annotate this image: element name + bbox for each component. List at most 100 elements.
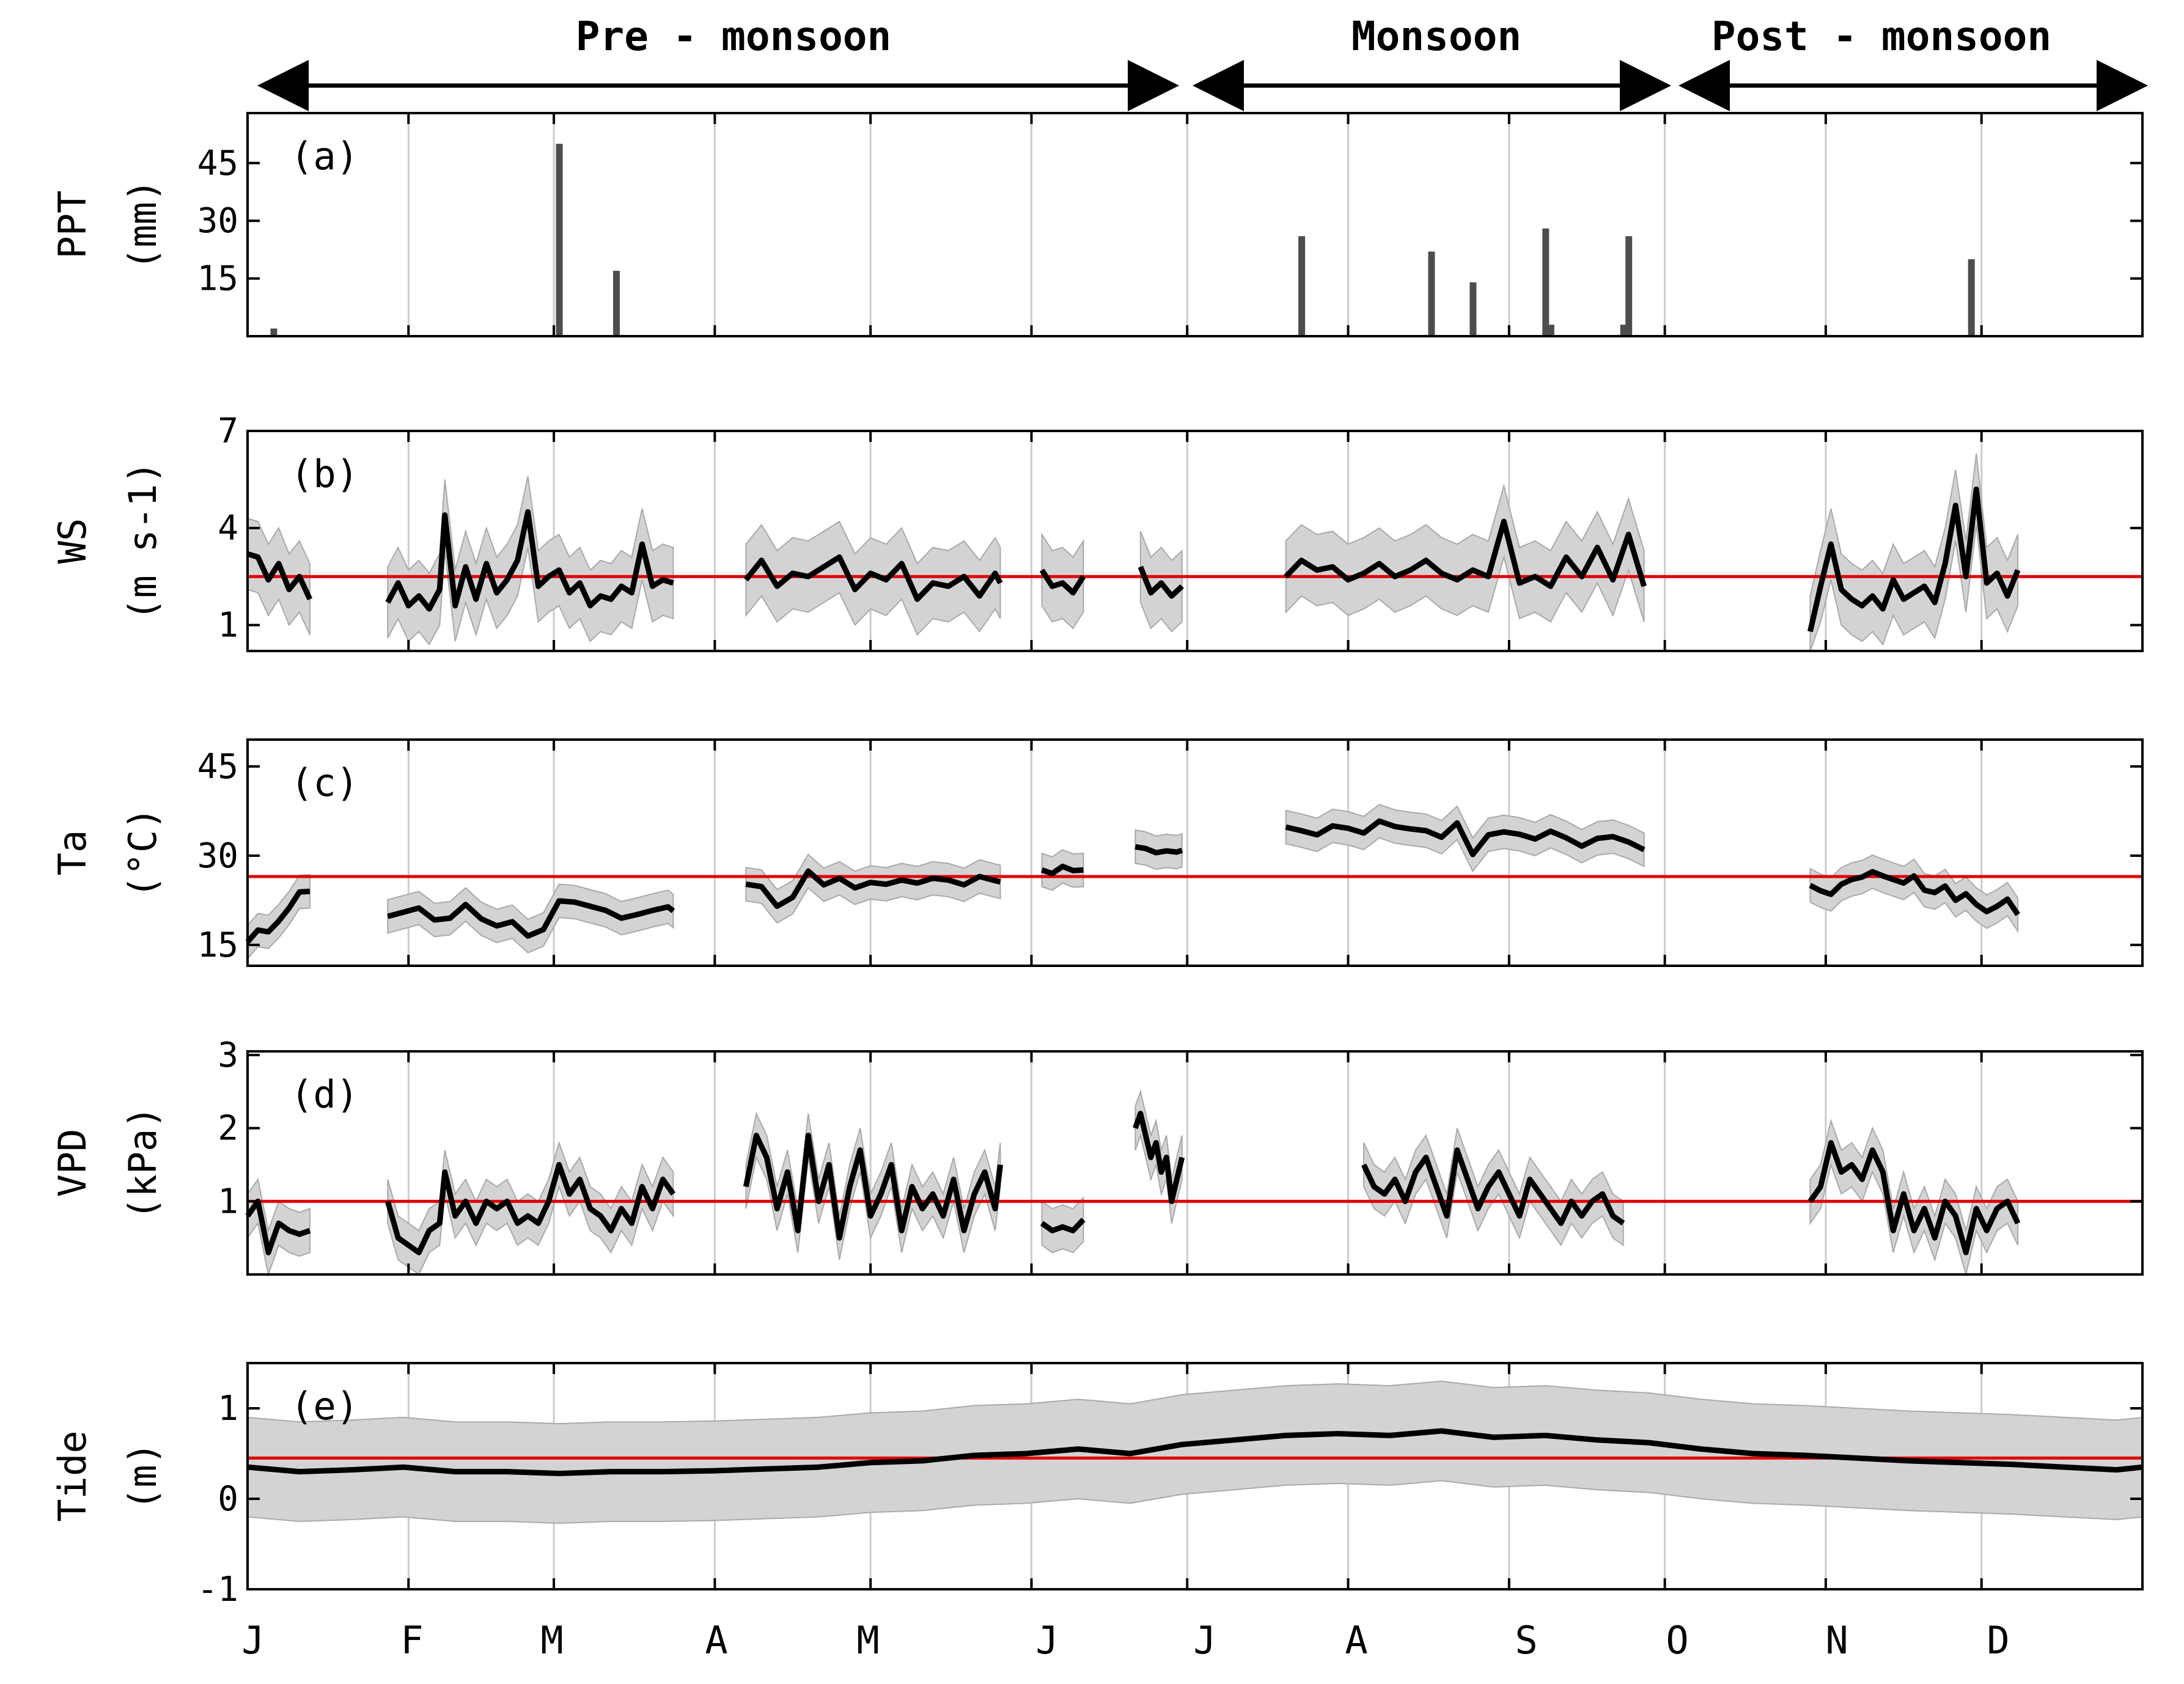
panel-tag: (c): [290, 760, 359, 805]
series-line: [387, 898, 675, 939]
panel-c: 15 30 45 (c) Ta (°C): [50, 738, 2144, 967]
series-line: [245, 888, 311, 944]
y-tick-label: 2: [218, 1109, 238, 1149]
y-tick-label: 4: [218, 509, 238, 548]
precip-bar: [556, 144, 563, 336]
y-axis-label-line1: PPT: [50, 191, 95, 259]
uncertainty-band: [1041, 849, 1084, 891]
series-line: [743, 554, 1003, 602]
month-label-dec: D: [1987, 1618, 2009, 1663]
y-axis-label-line2: (m s-1): [120, 461, 165, 620]
series-line: [1040, 1218, 1086, 1234]
month-label-feb: F: [400, 1618, 423, 1663]
y-tick-label: 7: [218, 411, 238, 451]
series-line: [1807, 1140, 2021, 1256]
month-label-jan: J: [241, 1618, 264, 1663]
precip-bar: [1968, 259, 1975, 336]
series-line: [1807, 486, 2021, 633]
panel-a: 15 30 45 (a) PPT (mm): [50, 112, 2144, 337]
series-line: [247, 1428, 2143, 1477]
y-axis-label-line1: Ta: [50, 830, 95, 876]
panel-tag: (b): [290, 452, 359, 496]
y-tick-label: 30: [197, 836, 238, 876]
y-tick-label: 45: [197, 144, 238, 183]
uncertainty-band: [1809, 453, 2019, 652]
month-axis-labels: J F M A M J J A S O N D: [241, 1618, 2009, 1663]
axes-frame: [246, 112, 2144, 337]
series-line: [1285, 818, 1645, 858]
season-label-post-monsoon: Post - monsoon: [1712, 13, 2051, 60]
series-line: [1361, 1147, 1625, 1226]
uncertainty-band: [387, 476, 674, 646]
y-axis-label-line1: Tide: [50, 1430, 95, 1521]
axes-frame: [246, 1050, 2144, 1276]
y-axis-label-line2: (kPa): [120, 1106, 165, 1220]
uncertainty-band: [387, 1141, 674, 1276]
series-line: [745, 868, 1001, 910]
y-axis-label-line1: VPD: [50, 1129, 95, 1197]
month-label-may: M: [856, 1618, 879, 1663]
y-axis-label-line2: (m): [120, 1442, 165, 1510]
axes-frame: [246, 430, 2144, 652]
uncertainty-band: [1285, 484, 1645, 623]
panel-tag: (e): [290, 1384, 359, 1428]
axes-frame: [246, 1362, 2144, 1590]
precip-bar: [1620, 325, 1627, 336]
series-line: [1809, 869, 2020, 916]
season-label-monsoon: Monsoon: [1351, 13, 1521, 60]
series-line: [1039, 568, 1086, 596]
series-line: [1133, 1111, 1185, 1204]
uncertainty-band: [1809, 1119, 2019, 1277]
panel-d: 1 2 3 (d) VPD (kPa): [50, 1035, 2144, 1277]
y-axis-label-line2: (mm): [120, 179, 165, 270]
season-label-pre-monsoon: Pre - monsoon: [576, 13, 892, 60]
y-axis-label-line2: (°C): [120, 807, 165, 898]
plot-area: [248, 113, 2142, 336]
precip-bar: [1625, 236, 1633, 336]
y-tick-label: 1: [218, 1182, 238, 1221]
month-label-jul: J: [1193, 1618, 1216, 1663]
y-tick-label: 1: [218, 1389, 238, 1428]
precip-bar: [270, 328, 278, 336]
uncertainty-band: [745, 520, 1001, 636]
season-label-group: Pre - monsoon Monsoon Post - monsoon: [576, 13, 2051, 60]
series-line: [384, 1161, 676, 1256]
y-tick-label: 15: [197, 259, 238, 299]
y-tick-label: 45: [197, 747, 238, 787]
series-line: [1138, 565, 1184, 599]
month-label-nov: N: [1825, 1618, 1848, 1663]
uncertainty-band: [387, 883, 674, 954]
precip-bar: [1469, 282, 1477, 336]
panel-tag: (a): [290, 134, 359, 178]
month-label-oct: O: [1666, 1618, 1688, 1663]
month-label-sep: S: [1515, 1618, 1537, 1663]
y-axis-label-line1: WS: [50, 518, 95, 564]
panel-tag: (d): [290, 1072, 359, 1117]
precip-bar: [1428, 251, 1435, 336]
month-label-mar: M: [540, 1618, 563, 1663]
series-line: [1284, 518, 1647, 589]
month-label-apr: A: [705, 1618, 727, 1663]
month-label-aug: A: [1345, 1618, 1367, 1663]
y-tick-label: -1: [197, 1570, 238, 1609]
precip-bar: [1547, 325, 1554, 336]
precip-bar: [1542, 228, 1550, 336]
series-line: [1040, 863, 1084, 877]
axes-frame: [246, 738, 2144, 967]
y-tick-label: 15: [197, 925, 238, 965]
panel-b: 1 4 7 (b) WS (m s-1): [50, 411, 2144, 652]
panel-e: -1 0 1 (e) Tide (m): [50, 1362, 2144, 1609]
y-tick-label: 30: [197, 201, 238, 241]
y-tick-label: 1: [218, 606, 238, 645]
precip-bar: [613, 271, 620, 336]
y-tick-label: 0: [218, 1479, 238, 1519]
precip-bar: [1298, 236, 1306, 336]
series-line: [743, 1133, 1003, 1241]
series-line: [385, 509, 674, 612]
y-tick-label: 3: [218, 1035, 238, 1075]
series-line: [1134, 844, 1183, 856]
series-line: [246, 551, 313, 601]
month-label-jun: J: [1035, 1618, 1058, 1663]
